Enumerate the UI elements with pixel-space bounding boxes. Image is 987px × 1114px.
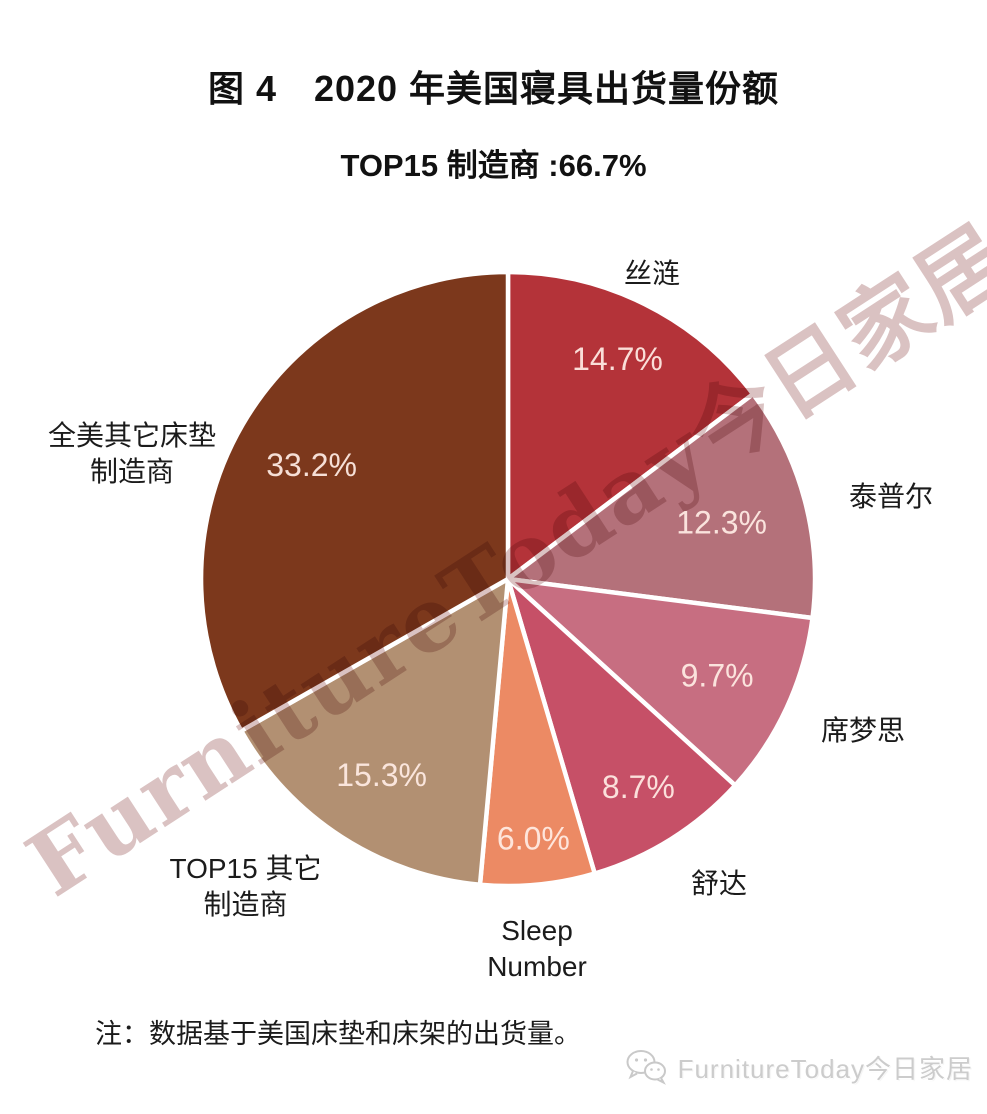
pie-value-label-6: 33.2%	[266, 447, 357, 483]
pie-slice-3	[505, 576, 738, 876]
slice-label-sleep-number: Sleep Number	[487, 915, 587, 983]
pie-slice-1	[505, 391, 818, 621]
footnote: 注：数据基于美国床垫和床架的出货量。	[95, 1019, 581, 1049]
slice-label-tempur: 泰普尔	[848, 481, 933, 512]
figure-subtitle: TOP15 制造商 :66.7%	[340, 148, 647, 183]
figure-title: 图 4 2020 年美国寝具出货量份额	[207, 68, 780, 109]
pie-slice-2	[505, 576, 815, 788]
pie-value-label-3: 8.7%	[602, 769, 675, 805]
pie-value-label-1: 12.3%	[676, 504, 767, 540]
footer-brand: FurnitureToday今日家居	[624, 1048, 973, 1086]
pie-value-label-4: 6.0%	[497, 821, 570, 857]
slice-label-simmons: 席梦思	[820, 715, 905, 746]
footer-brand-text: FurnitureToday今日家居	[677, 1053, 973, 1084]
wechat-icon	[626, 1050, 666, 1085]
pie-value-label-2: 9.7%	[681, 658, 754, 694]
pie-slice-0	[505, 269, 756, 582]
pie-value-label-0: 14.7%	[572, 341, 663, 377]
slice-label-sealy: 丝涟	[623, 258, 680, 289]
slice-label-top15-others: TOP15 其它制造商	[169, 853, 322, 921]
slice-label-us-others: 全美其它床垫制造商	[47, 420, 216, 488]
pie-slice-6	[198, 269, 511, 734]
pie-value-label-5: 15.3%	[336, 757, 427, 793]
pie-slice-5	[238, 576, 511, 887]
slice-label-serta: 舒达	[690, 868, 747, 899]
